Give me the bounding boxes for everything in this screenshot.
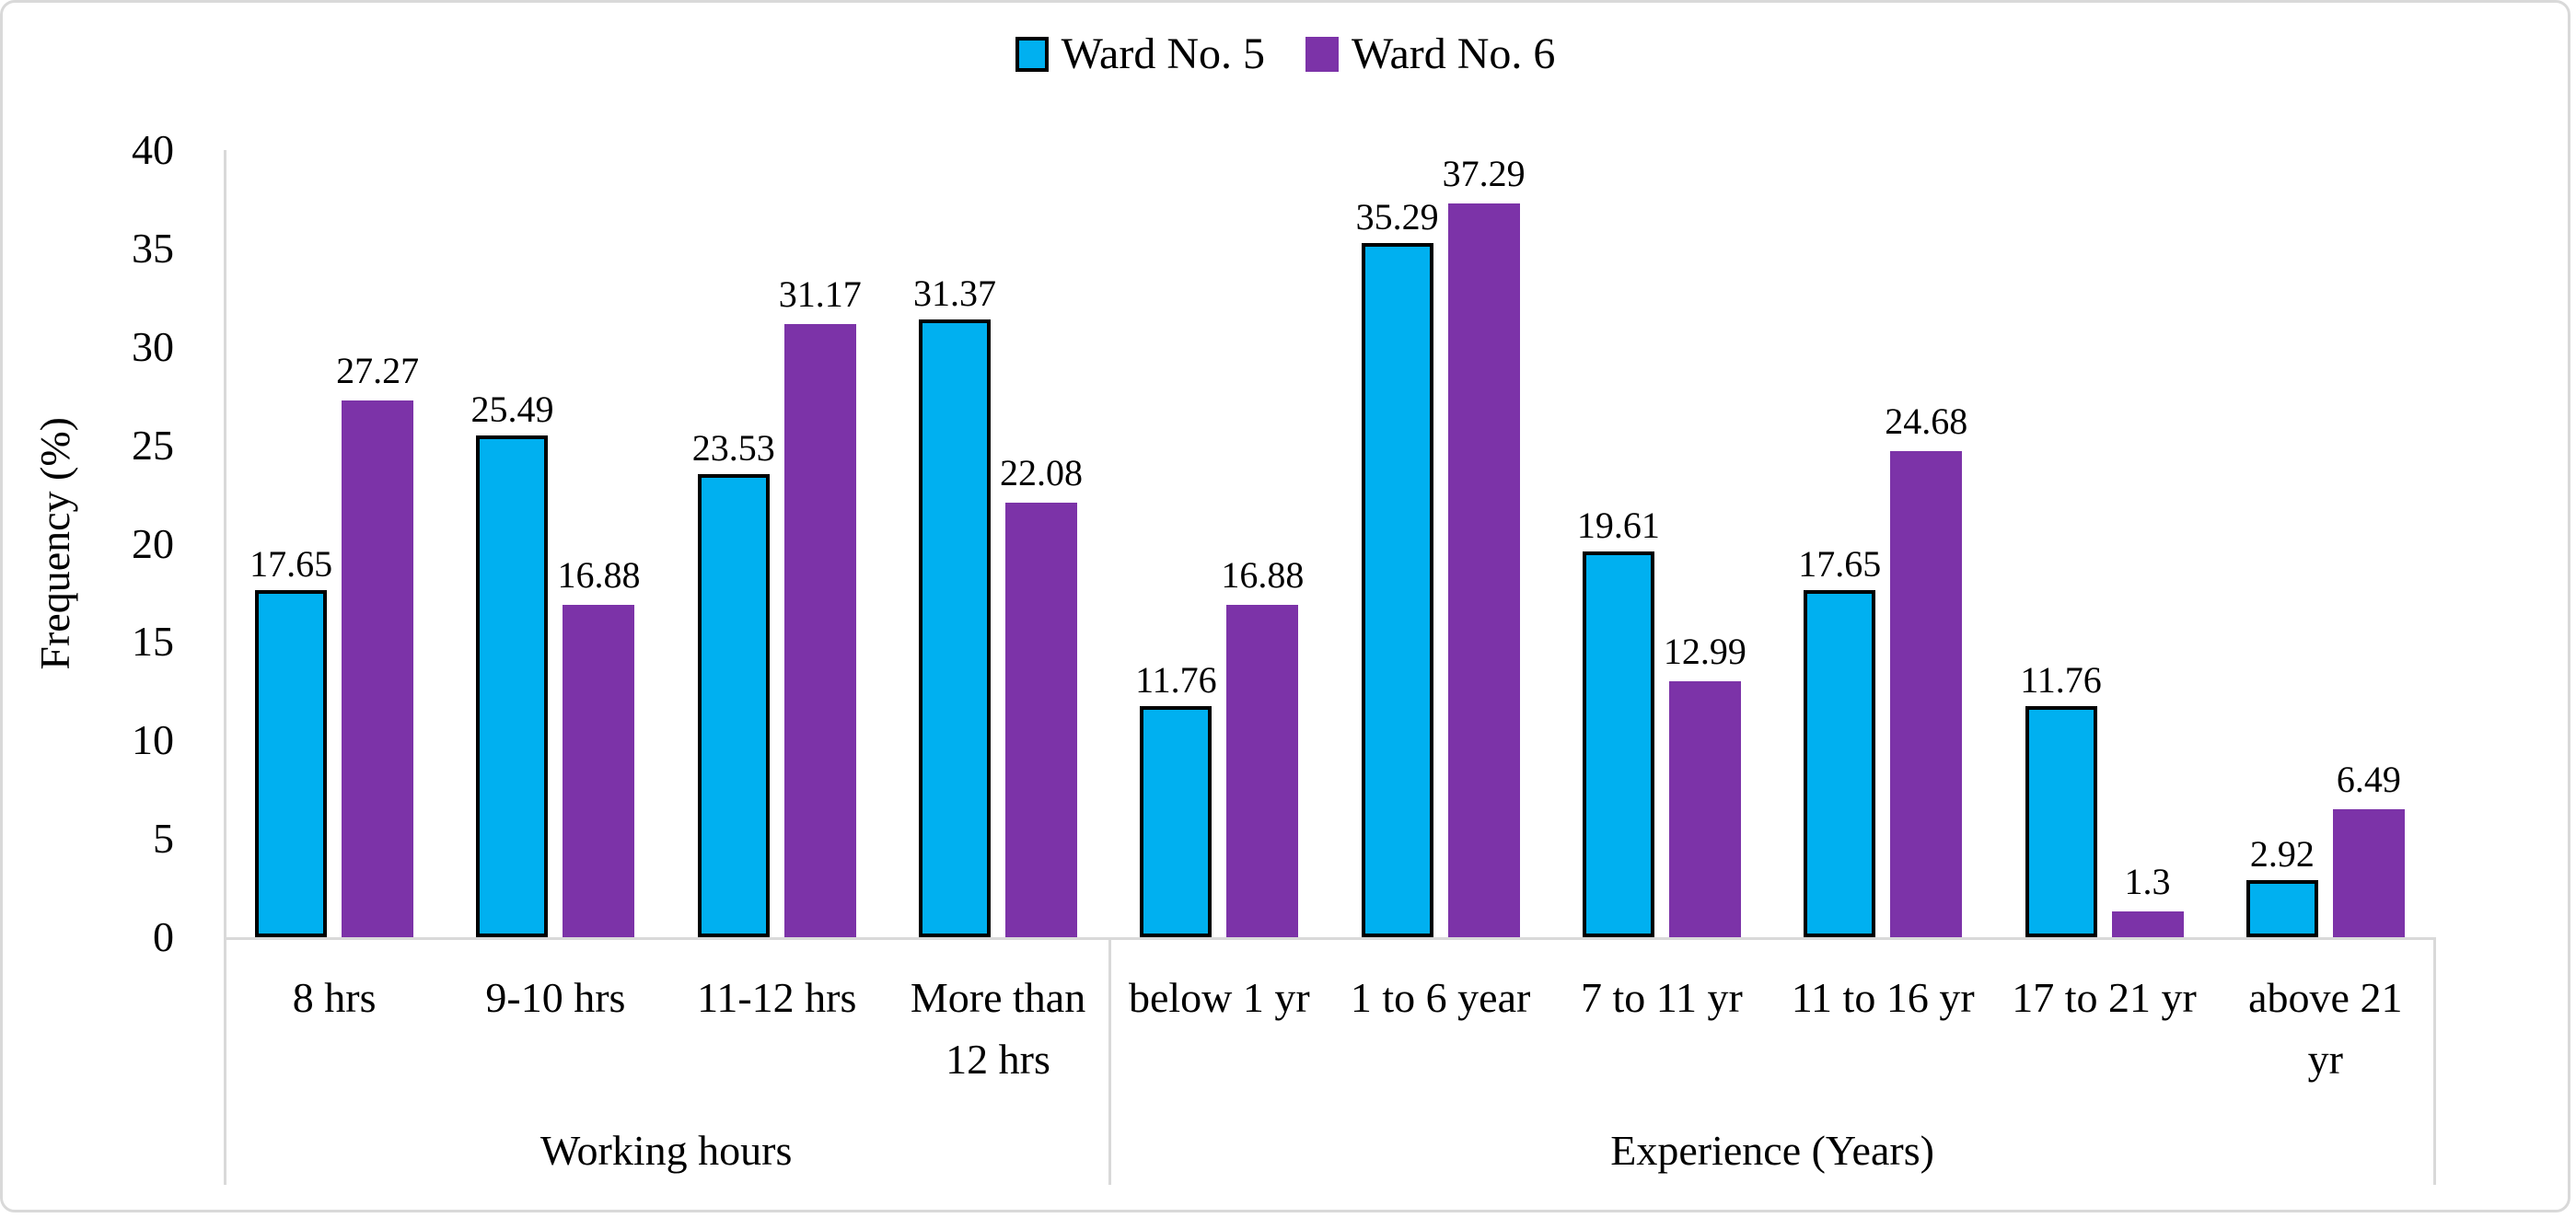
y-tick-label: 40 xyxy=(132,126,174,173)
bar-ward-no-5: 31.37 xyxy=(913,275,996,937)
legend-swatch-icon xyxy=(1305,37,1339,72)
category-label: 17 to 21 yr xyxy=(2012,974,2197,1021)
category-label: 8 hrs xyxy=(292,974,377,1021)
bar-ward-no-6: 16.88 xyxy=(1221,557,1304,937)
category-slot: 17.65 27.27 xyxy=(224,150,445,937)
y-tick-label: 15 xyxy=(132,618,174,666)
data-label: 16.88 xyxy=(1221,554,1305,597)
data-label: 11.76 xyxy=(1135,658,1217,701)
bar-ward-no-5: 35.29 xyxy=(1356,198,1439,937)
data-label: 22.08 xyxy=(1000,452,1084,494)
group-separator-line xyxy=(2433,940,2436,1185)
bar-ward-no-5: 17.65 xyxy=(249,545,332,937)
bar-ward-no-6: 12.99 xyxy=(1664,633,1746,937)
plot-area: 17.65 27.27 25.49 16.88 23.53 31.17 31.37 22.08… xyxy=(224,150,2436,937)
group-separator-line xyxy=(1108,940,1112,1185)
category-slot: 25.49 16.88 xyxy=(445,150,666,937)
y-tick-label: 20 xyxy=(132,519,174,567)
legend-item-2: Ward No. 6 xyxy=(1305,32,1555,76)
data-label: 24.68 xyxy=(1885,400,1968,443)
bar-ward-no-6: 6.49 xyxy=(2332,761,2405,937)
legend-label: Ward No. 5 xyxy=(1061,29,1265,78)
category-axis: 8 hrs 9-10 hrs 11-12 hrs More than 12 hrs be… xyxy=(224,940,2436,1185)
category-label: 11-12 hrs xyxy=(697,974,857,1021)
category-slot: 19.61 12.99 xyxy=(1551,150,1772,937)
category-label: 1 to 6 year xyxy=(1350,974,1531,1021)
data-label: 31.17 xyxy=(778,273,862,315)
y-tick-label: 25 xyxy=(132,421,174,469)
y-axis-line xyxy=(224,150,226,940)
data-label: 6.49 xyxy=(2336,759,2401,801)
data-label: 17.65 xyxy=(1798,542,1882,585)
bar-ward-no-5: 11.76 xyxy=(1135,661,1217,937)
data-label: 27.27 xyxy=(336,350,420,392)
category-slot: 11.76 1.3 xyxy=(1993,150,2214,937)
bar-ward-no-6: 31.17 xyxy=(779,275,862,937)
category-slot: 31.37 22.08 xyxy=(888,150,1108,937)
category-slot: 2.92 6.49 xyxy=(2215,150,2436,937)
data-label: 25.49 xyxy=(470,389,554,431)
y-tick-label: 35 xyxy=(132,224,174,272)
bar-ward-no-5: 11.76 xyxy=(2020,661,2102,937)
category-label: More than 12 hrs xyxy=(910,974,1086,1083)
data-label: 37.29 xyxy=(1442,152,1526,194)
x-axis-line xyxy=(224,937,2436,940)
data-label: 1.3 xyxy=(2124,861,2171,903)
bar-ward-no-6: 24.68 xyxy=(1885,403,1967,937)
data-label: 17.65 xyxy=(249,542,333,585)
bar-ward-no-6: 27.27 xyxy=(336,353,419,937)
bar-ward-no-6: 37.29 xyxy=(1443,155,1526,937)
bar-ward-no-5: 23.53 xyxy=(692,430,775,937)
data-label: 16.88 xyxy=(557,554,641,597)
bar-ward-no-5: 25.49 xyxy=(470,391,553,937)
category-label: 7 to 11 yr xyxy=(1580,974,1743,1021)
group-separator-line xyxy=(224,940,226,1185)
data-label: 23.53 xyxy=(691,427,775,470)
category-label: above 21 yr xyxy=(2248,974,2403,1083)
legend-swatch-icon xyxy=(1015,37,1049,72)
category-slot: 35.29 37.29 xyxy=(1329,150,1550,937)
data-label: 19.61 xyxy=(1576,504,1660,546)
category-label: 9-10 hrs xyxy=(485,974,626,1021)
category-label: below 1 yr xyxy=(1128,974,1310,1021)
group-label: Working hours xyxy=(540,1127,793,1174)
data-label: 11.76 xyxy=(2020,658,2102,701)
bar-ward-no-6: 22.08 xyxy=(1000,455,1083,937)
y-tick-label: 0 xyxy=(153,913,174,960)
group-label: Experience (Years) xyxy=(1610,1127,1934,1174)
y-tick-label: 30 xyxy=(132,322,174,370)
chart-legend: Ward No. 5 Ward No. 6 xyxy=(3,32,2568,76)
y-tick-label: 5 xyxy=(153,815,174,863)
category-label: 11 to 16 yr xyxy=(1791,974,1975,1021)
legend-label: Ward No. 6 xyxy=(1352,29,1556,78)
category-slot: 23.53 31.17 xyxy=(667,150,888,937)
data-label: 31.37 xyxy=(913,273,997,315)
data-label: 2.92 xyxy=(2249,832,2315,875)
bar-ward-no-5: 17.65 xyxy=(1798,545,1881,937)
y-tick-label: 10 xyxy=(132,716,174,764)
y-axis-ticks: 0 5 10 15 20 25 30 35 40 xyxy=(3,129,198,958)
bar-ward-no-5: 19.61 xyxy=(1577,506,1660,937)
category-slot: 11.76 16.88 xyxy=(1108,150,1329,937)
bar-ward-no-6: 16.88 xyxy=(557,557,640,937)
bar-ward-no-6: 1.3 xyxy=(2111,864,2184,937)
legend-item-1: Ward No. 5 xyxy=(1015,32,1265,76)
category-slot: 17.65 24.68 xyxy=(1772,150,1993,937)
bar-ward-no-5: 2.92 xyxy=(2245,835,2318,937)
data-label: 12.99 xyxy=(1663,631,1746,673)
data-label: 35.29 xyxy=(1355,195,1439,238)
category-label-row: 8 hrs 9-10 hrs 11-12 hrs More than 12 hrs be… xyxy=(224,940,2436,1090)
